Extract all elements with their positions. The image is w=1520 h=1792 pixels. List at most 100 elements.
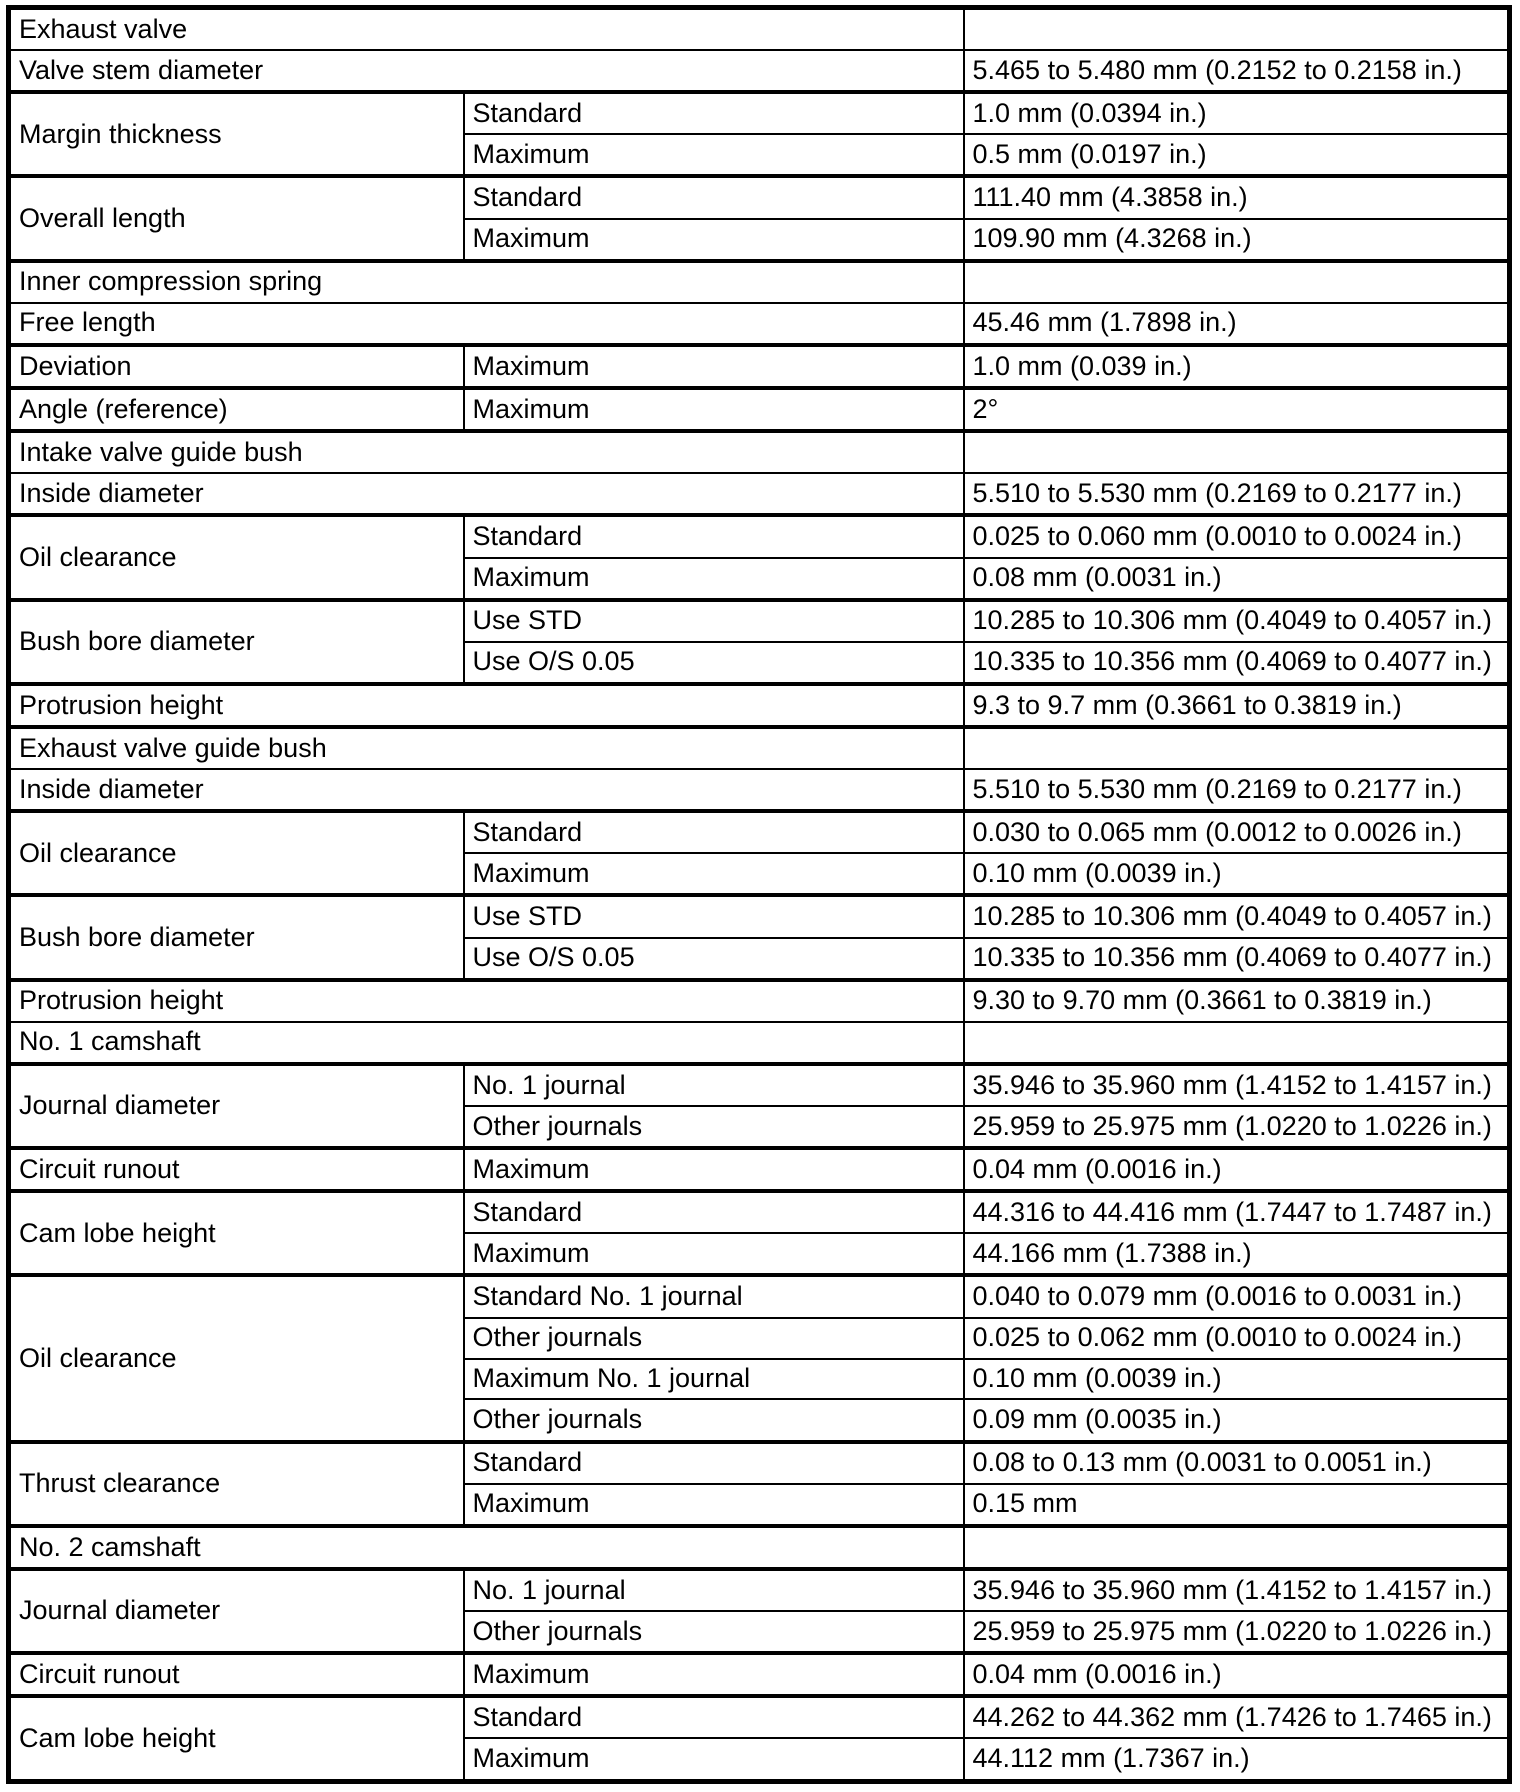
spec-value-cell: 35.946 to 35.960 mm (1.4152 to 1.4157 in… — [962, 1061, 1511, 1107]
table-row: Maximum 0.10 mm (0.0039 in.) — [9, 852, 1511, 897]
spec-value-cell — [962, 725, 1511, 771]
spec-value-cell: 25.959 to 25.975 mm (1.0220 to 1.0226 in… — [962, 1610, 1511, 1655]
table-row: Oil clearance Standard No. 1 journal 0.040… — [7, 1273, 1511, 1443]
spec-item-cell: Inside diameter — [7, 768, 965, 813]
table-row: Inside diameter 5.510 to 5.530 mm (0.2169… — [7, 768, 1511, 813]
spec-item-cell: Valve stem diameter — [7, 49, 965, 94]
spec-condition-cell: Maximum — [462, 133, 965, 178]
spec-value-cell: 1.0 mm (0.039 in.) — [962, 342, 1511, 390]
table-row: Intake valve guide bush — [7, 429, 1511, 475]
spec-condition-cell: Other journals — [462, 1610, 965, 1655]
spec-condition-cell: Standard No. 1 journal — [462, 1273, 965, 1319]
spec-condition-cell: Standard — [462, 1694, 965, 1740]
table-row: No. 1 camshaft — [7, 1020, 1511, 1065]
spec-value-cell — [962, 6, 1511, 52]
spec-item-cell: Circuit runout — [7, 1146, 465, 1193]
spec-item-cell: Exhaust valve — [7, 6, 965, 52]
spec-condition-cell: Maximum — [462, 1651, 965, 1698]
spec-value-cell: 0.15 mm — [962, 1482, 1511, 1527]
spec-value-cell — [962, 1020, 1511, 1065]
spec-value-cell: 9.3 to 9.7 mm (0.3661 to 0.3819 in.) — [962, 681, 1511, 729]
table-row: Deviation Maximum 1.0 mm (0.039 in.) — [7, 342, 1511, 390]
spec-condition-cell: Standard — [462, 513, 965, 559]
spec-value-cell: 0.10 mm (0.0039 in.) — [962, 1357, 1511, 1401]
table-row: Other journals 25.959 to 25.975 mm (1.022… — [9, 1104, 1511, 1150]
table-row: Other journals 0.09 mm (0.0035 in.) — [9, 1398, 1511, 1443]
table-row: Protrusion height 9.3 to 9.7 mm (0.3661 t… — [7, 681, 1511, 729]
spec-value-cell — [962, 429, 1511, 475]
spec-value-cell: 0.08 mm (0.0031 in.) — [962, 556, 1511, 601]
spec-value-cell: 5.510 to 5.530 mm (0.2169 to 0.2177 in.) — [962, 768, 1511, 813]
spec-item-cell: Intake valve guide bush — [7, 429, 965, 475]
spec-value-cell: 1.0 mm (0.0394 in.) — [962, 90, 1511, 136]
table-row: Exhaust valve guide bush — [7, 725, 1511, 771]
spec-condition-cell: Maximum — [462, 342, 965, 390]
table-row: Inside diameter 5.510 to 5.530 mm (0.2169… — [7, 472, 1511, 517]
spec-item-cell: Oil clearance — [7, 1273, 465, 1443]
spec-condition-cell: Maximum — [462, 1482, 965, 1527]
spec-item-cell: Overall length — [7, 174, 465, 262]
spec-condition-cell: No. 1 journal — [462, 1566, 965, 1613]
spec-condition-cell: Standard — [462, 1439, 965, 1485]
spec-condition-cell: No. 1 journal — [462, 1061, 965, 1107]
spec-value-cell: 44.262 to 44.362 mm (1.7426 to 1.7465 in… — [962, 1694, 1511, 1740]
spec-item-cell: Margin thickness — [7, 90, 465, 178]
spec-condition-cell: Standard — [462, 174, 965, 220]
spec-value-cell: 5.510 to 5.530 mm (0.2169 to 0.2177 in.) — [962, 472, 1511, 517]
table-row: Overall length Standard 111.40 mm (4.3858 … — [7, 174, 1511, 262]
spec-condition-cell: Standard — [462, 809, 965, 855]
spec-condition-cell: Other journals — [462, 1316, 965, 1360]
table-row: Thrust clearance Standard 0.08 to 0.13 mm … — [7, 1439, 1511, 1527]
spec-condition-cell: Maximum — [462, 1232, 965, 1277]
table-row: Use O/S 0.05 10.335 to 10.356 mm (0.4069 … — [9, 640, 1511, 685]
spec-value-cell: 10.285 to 10.306 mm (0.4049 to 0.4057 in… — [962, 597, 1511, 643]
spec-value-cell: 0.025 to 0.062 mm (0.0010 to 0.0024 in.) — [962, 1316, 1511, 1360]
spec-value-cell: 10.285 to 10.306 mm (0.4049 to 0.4057 in… — [962, 893, 1511, 939]
table-row: Other journals 25.959 to 25.975 mm (1.022… — [9, 1610, 1511, 1655]
spec-value-cell: 44.166 mm (1.7388 in.) — [962, 1232, 1511, 1277]
spec-value-cell: 35.946 to 35.960 mm (1.4152 to 1.4157 in… — [962, 1566, 1511, 1613]
table-row: Circuit runout Maximum 0.04 mm (0.0016 in.… — [7, 1651, 1511, 1698]
spec-value-cell: 2° — [962, 386, 1511, 433]
table-row: Maximum 0.08 mm (0.0031 in.) — [9, 556, 1511, 601]
spec-value-cell: 0.5 mm (0.0197 in.) — [962, 133, 1511, 178]
spec-condition-cell: Other journals — [462, 1104, 965, 1150]
spec-value-cell: 0.030 to 0.065 mm (0.0012 to 0.0026 in.) — [962, 809, 1511, 855]
table-row: Other journals 0.025 to 0.062 mm (0.0010 … — [9, 1316, 1511, 1360]
table-row: Circuit runout Maximum 0.04 mm (0.0016 in.… — [7, 1146, 1511, 1193]
spec-value-cell — [962, 1523, 1511, 1570]
spec-condition-cell: Use STD — [462, 893, 965, 939]
table-row: Margin thickness Standard 1.0 mm (0.0394 i… — [7, 90, 1511, 178]
spec-item-cell: Protrusion height — [7, 681, 965, 729]
spec-value-cell: 9.30 to 9.70 mm (0.3661 to 0.3819 in.) — [962, 977, 1511, 1023]
spec-item-cell: Inside diameter — [7, 472, 965, 517]
spec-value-cell: 0.025 to 0.060 mm (0.0010 to 0.0024 in.) — [962, 513, 1511, 559]
spec-item-cell: Oil clearance — [7, 513, 465, 601]
spec-item-cell: Oil clearance — [7, 809, 465, 897]
spec-condition-cell: Maximum — [462, 1737, 965, 1783]
spec-item-cell: Circuit runout — [7, 1651, 465, 1698]
table-row: Bush bore diameter Use STD 10.285 to 10.30… — [7, 597, 1511, 685]
spec-item-cell: Thrust clearance — [7, 1439, 465, 1527]
table-row: Journal diameter No. 1 journal 35.946 to 3… — [7, 1566, 1511, 1655]
table-row: Cam lobe height Standard 44.262 to 44.362 … — [7, 1694, 1511, 1783]
table-row: Oil clearance Standard 0.025 to 0.060 mm (… — [7, 513, 1511, 601]
spec-value-cell: 45.46 mm (1.7898 in.) — [962, 301, 1511, 346]
spec-value-cell: 0.04 mm (0.0016 in.) — [962, 1651, 1511, 1698]
spec-value-cell: 25.959 to 25.975 mm (1.0220 to 1.0226 in… — [962, 1104, 1511, 1150]
spec-item-cell: Bush bore diameter — [7, 597, 465, 685]
table-row: Maximum 0.15 mm — [9, 1482, 1511, 1527]
spec-value-cell: 111.40 mm (4.3858 in.) — [962, 174, 1511, 220]
spec-item-cell: No. 1 camshaft — [7, 1020, 965, 1065]
spec-condition-cell: Maximum — [462, 556, 965, 601]
table-row: Cam lobe height Standard 44.316 to 44.416 … — [7, 1189, 1511, 1277]
spec-value-cell: 0.040 to 0.079 mm (0.0016 to 0.0031 in.) — [962, 1273, 1511, 1319]
spec-condition-cell: Maximum — [462, 852, 965, 897]
spec-value-cell: 5.465 to 5.480 mm (0.2152 to 0.2158 in.) — [962, 49, 1511, 94]
spec-condition-cell: Use O/S 0.05 — [462, 640, 965, 685]
table-row: No. 2 camshaft — [7, 1523, 1511, 1570]
spec-item-cell: Cam lobe height — [7, 1694, 465, 1783]
table-row: Bush bore diameter Use STD 10.285 to 10.30… — [7, 893, 1511, 981]
spec-item-cell: Cam lobe height — [7, 1189, 465, 1277]
